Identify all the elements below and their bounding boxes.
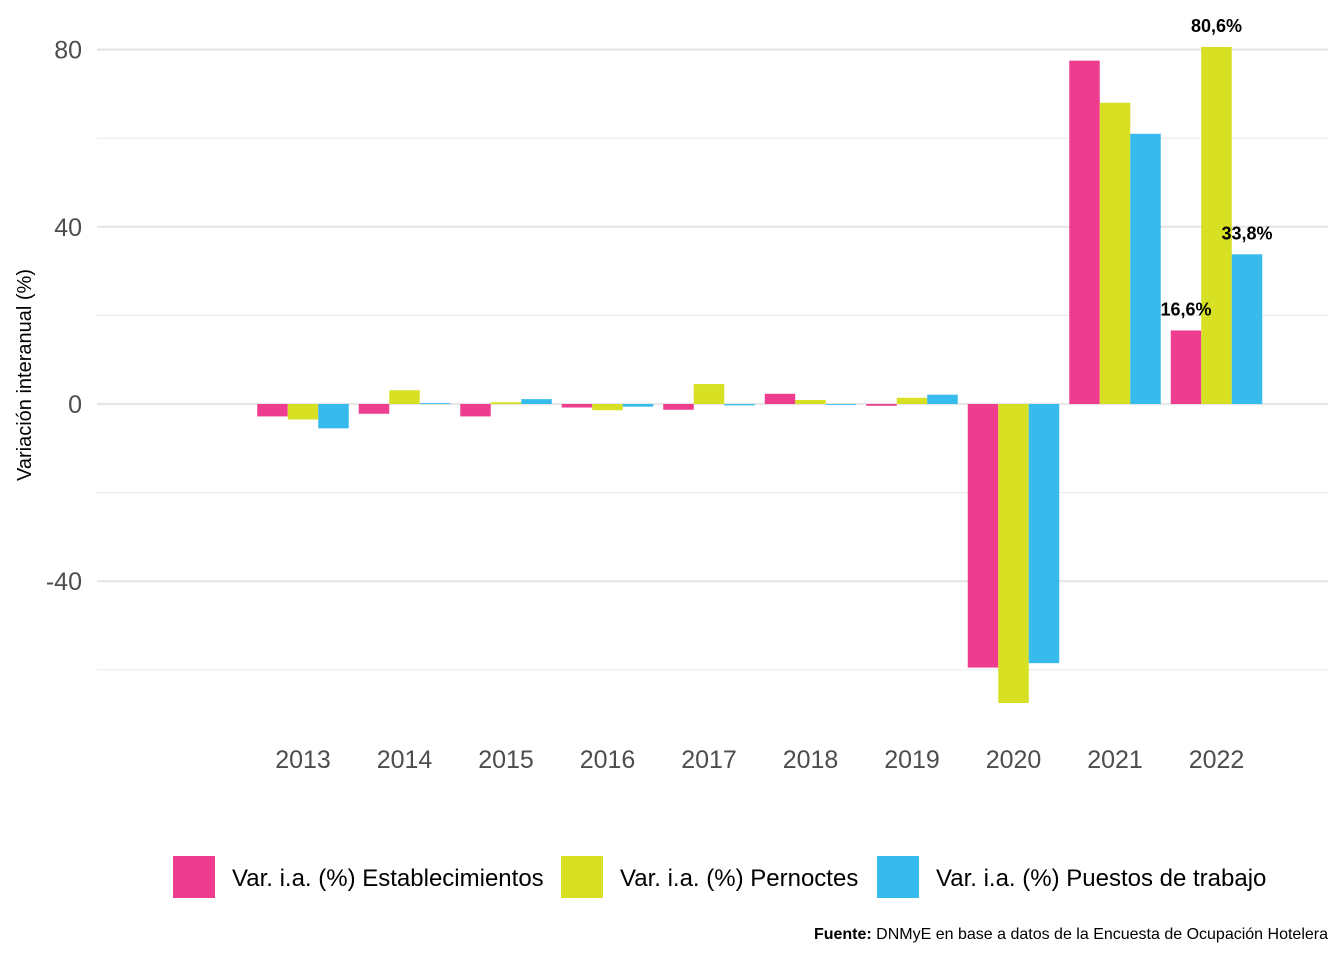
x-tick-label: 2021 [1087, 746, 1143, 774]
x-axis: 2013 2014 2015 2016 2017 2018 2019 2020 2021 2022 [275, 746, 1244, 774]
source-note: Fuente: DNMyE en base a datos de la Encu… [814, 926, 1328, 944]
bar [866, 404, 897, 406]
bar [663, 404, 694, 410]
bar [318, 404, 349, 429]
bar [693, 384, 725, 404]
bar [1028, 404, 1060, 664]
bar [490, 402, 522, 404]
bar [460, 404, 491, 417]
x-tick-label: 2018 [783, 746, 839, 774]
y-tick-label: 0 [68, 391, 82, 419]
legend-item: Var. i.a. (%) Establecimientos [173, 856, 544, 898]
source-label: Fuente: [813, 926, 872, 943]
bar [927, 394, 958, 404]
data-label: 16,6% [1160, 299, 1211, 319]
x-tick-label: 2015 [478, 746, 534, 774]
legend-label: Var. i.a. (%) Puestos de trabajo [936, 865, 1266, 892]
x-tick-label: 2022 [1189, 746, 1245, 774]
bar [825, 404, 857, 405]
bar [764, 393, 796, 404]
x-tick-label: 2017 [681, 746, 737, 774]
bar [622, 404, 654, 407]
bar [358, 404, 390, 414]
y-tick-label: 80 [54, 37, 82, 65]
legend-label: Var. i.a. (%) Pernoctes [620, 865, 858, 892]
bar [896, 397, 928, 404]
x-tick-label: 2020 [986, 746, 1042, 774]
bar [287, 404, 319, 420]
y-tick-label: -40 [46, 568, 82, 596]
data-label: 80,6% [1191, 16, 1242, 36]
bar [592, 404, 623, 411]
bar [1201, 46, 1232, 404]
bar [724, 404, 755, 406]
data-label: 33,8% [1221, 223, 1272, 243]
bar [1130, 133, 1161, 404]
source-text: DNMyE en base a datos de la Encuesta de … [871, 926, 1328, 943]
bar [521, 399, 552, 404]
bar [795, 400, 826, 404]
bars [257, 46, 1263, 704]
legend-swatch [561, 856, 603, 898]
data-labels: 16,6% 80,6% 33,8% [1160, 16, 1272, 320]
bar [1069, 60, 1100, 405]
y-axis-title: Variación interanual (%) [14, 269, 36, 481]
bar [419, 403, 451, 404]
bar [257, 404, 288, 417]
legend-swatch [877, 856, 919, 898]
x-tick-label: 2016 [580, 746, 636, 774]
bar [1231, 254, 1263, 404]
y-tick-label: 40 [54, 214, 82, 242]
legend: Var. i.a. (%) Establecimientos Var. i.a. … [173, 856, 1266, 898]
bar [967, 404, 999, 668]
bar [998, 404, 1029, 704]
bar [1099, 102, 1131, 404]
y-axis: -40 0 40 80 [46, 37, 82, 597]
bar [561, 404, 593, 408]
legend-swatch [173, 856, 215, 898]
legend-item: Var. i.a. (%) Pernoctes [561, 856, 858, 898]
x-tick-label: 2014 [377, 746, 433, 774]
legend-item: Var. i.a. (%) Puestos de trabajo [877, 856, 1266, 898]
legend-label: Var. i.a. (%) Establecimientos [232, 865, 544, 892]
x-tick-label: 2013 [275, 746, 331, 774]
x-tick-label: 2019 [884, 746, 940, 774]
bar [1170, 330, 1202, 404]
bar [389, 390, 420, 404]
